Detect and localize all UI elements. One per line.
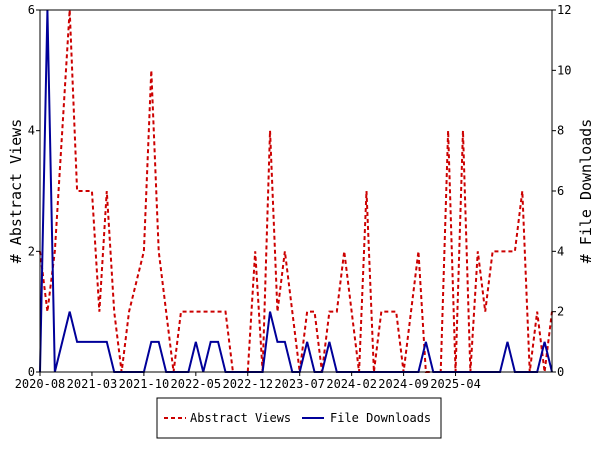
axis-layer: 0 2 4 6 0 2 4 6 8 10 12 2020-08 2021-03 2021-10 2022-0… [15, 3, 572, 391]
series-line-abstract-views [39, 9, 553, 373]
x-tick-label: 2025-04 [430, 377, 481, 391]
left-y-tick-label: 0 [28, 365, 35, 379]
legend-box [156, 397, 442, 439]
plot-area [40, 10, 552, 372]
right-y-tick-label: 10 [557, 63, 571, 77]
legend: Abstract Views File Downloads [156, 397, 442, 439]
right-y-tick-label: 2 [557, 305, 564, 319]
right-y-tick-label: 0 [557, 365, 564, 379]
left-y-tick-label: 4 [28, 124, 35, 138]
x-tick-label: 2022-05 [171, 377, 222, 391]
x-tick-label: 2022-12 [222, 377, 273, 391]
right-axis-title: # File Downloads [577, 119, 595, 264]
left-axis-title: # Abstract Views [7, 119, 25, 264]
x-tick-label: 2024-02 [326, 377, 377, 391]
left-y-tick-label: 6 [28, 3, 35, 17]
right-y-tick-label: 12 [557, 3, 571, 17]
right-y-tick-label: 8 [557, 124, 564, 138]
right-y-tick-label: 6 [557, 184, 564, 198]
left-y-tick-label: 2 [28, 244, 35, 258]
legend-label-file-downloads: File Downloads [330, 411, 431, 425]
x-tick-label: 2024-09 [378, 377, 429, 391]
x-tick-label: 2020-08 [15, 377, 66, 391]
right-y-tick-label: 4 [557, 244, 564, 258]
x-tick-label: 2021-10 [119, 377, 170, 391]
x-tick-label: 2023-07 [274, 377, 325, 391]
x-tick-label: 2021-03 [67, 377, 118, 391]
legend-label-abstract-views: Abstract Views [190, 411, 291, 425]
